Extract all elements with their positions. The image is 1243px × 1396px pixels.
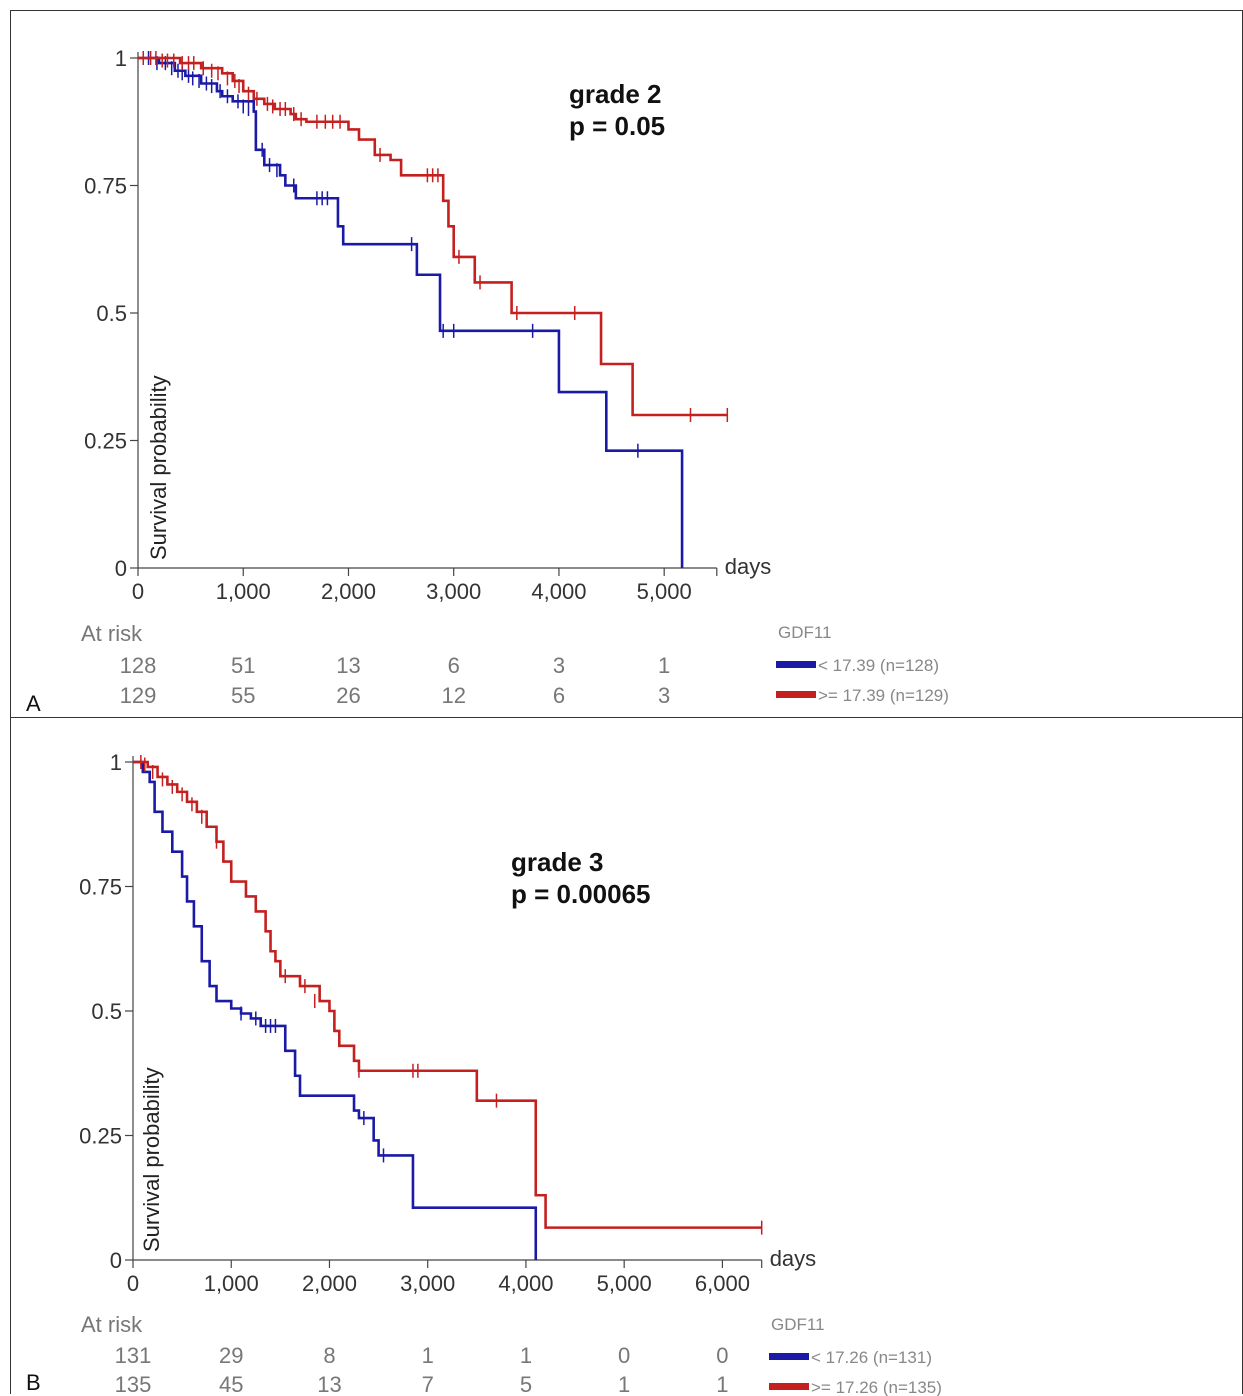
chart-b-at-risk-value: 1 <box>520 1343 532 1368</box>
chart-b-at-risk-value: 0 <box>716 1343 728 1368</box>
chart-a-x-tick-label: 2,000 <box>321 579 376 604</box>
chart-b-legend-label: >= 17.26 (n=135) <box>811 1378 942 1396</box>
chart-a-x-axis-label: days <box>725 554 771 579</box>
chart-a-at-risk-value: 13 <box>336 653 360 678</box>
chart-a-annotation-line: p = 0.05 <box>569 111 665 141</box>
chart-b-at-risk-value: 29 <box>219 1343 243 1368</box>
chart-b-y-tick-label: 0.25 <box>79 1124 122 1149</box>
chart-a-y-axis-label: Survival probability <box>146 375 171 560</box>
chart-b-at-risk-value: 45 <box>219 1372 243 1396</box>
chart-b-survival-curve <box>133 760 538 1260</box>
chart-a-y-tick-label: 1 <box>115 46 127 71</box>
chart-a-at-risk-value: 6 <box>448 653 460 678</box>
chart-b-legend-label: < 17.26 (n=131) <box>811 1348 932 1367</box>
chart-a-at-risk-value: 55 <box>231 683 255 708</box>
km-plot-grade-2: 0 0.25 0.5 0.75 1 0 1,000 2,000 3,000 4,000 5,000 d… <box>81 46 949 708</box>
chart-a-legend-item: < 17.39 (n=128) <box>776 656 939 675</box>
chart-a-at-risk-value: 12 <box>441 683 465 708</box>
chart-a-y-tick-label: 0.75 <box>84 174 127 199</box>
chart-a-legend-item: >= 17.39 (n=129) <box>776 686 949 705</box>
chart-b-at-risk-value: 0 <box>618 1343 630 1368</box>
chart-a-x-tick-label: 1,000 <box>216 579 271 604</box>
chart-a-at-risk-value: 129 <box>120 683 157 708</box>
chart-b-at-risk-value: 1 <box>618 1372 630 1396</box>
chart-b-legend-item: < 17.26 (n=131) <box>769 1348 932 1367</box>
chart-b-annotation-line: grade 3 <box>511 847 604 877</box>
chart-a-x-tick-label: 4,000 <box>531 579 586 604</box>
chart-b-at-risk-value: 8 <box>323 1343 335 1368</box>
chart-a-at-risk-value: 26 <box>336 683 360 708</box>
chart-b-y-axis-label: Survival probability <box>139 1067 164 1252</box>
chart-b-x-tick-label: 5,000 <box>597 1271 652 1296</box>
chart-b-at-risk-value: 5 <box>520 1372 532 1396</box>
chart-a-legend-title: GDF11 <box>778 623 832 642</box>
chart-b-y-tick-label: 0.5 <box>91 999 122 1024</box>
panel-label-a: A <box>26 691 41 716</box>
chart-b-legend-swatch <box>769 1383 809 1390</box>
chart-b-y-tick-label: 0 <box>110 1248 122 1273</box>
chart-b-x-tick-label: 0 <box>127 1271 139 1296</box>
chart-b-at-risk-value: 7 <box>422 1372 434 1396</box>
chart-a-at-risk-value: 3 <box>553 653 565 678</box>
chart-a-x-tick-label: 0 <box>132 579 144 604</box>
panel-a: 0 0.25 0.5 0.75 1 0 1,000 2,000 3,000 4,000 5,000 d… <box>10 10 1243 718</box>
chart-a-at-risk-value: 51 <box>231 653 255 678</box>
chart-a-series-low <box>138 51 684 568</box>
chart-a-x-tick-label: 3,000 <box>426 579 481 604</box>
panel-b: 0 0.25 0.5 0.75 1 0 1,000 2,000 3,000 4,000 5,000 6… <box>10 717 1243 1396</box>
chart-b-x-tick-label: 6,000 <box>695 1271 750 1296</box>
chart-a-y-tick-label: 0.5 <box>96 301 127 326</box>
panel-label-b: B <box>26 1370 41 1395</box>
chart-a-y-tick-label: 0.25 <box>84 429 127 454</box>
chart-b-y-tick-label: 0.75 <box>79 875 122 900</box>
chart-b-at-risk-value: 135 <box>115 1372 152 1396</box>
chart-a-series-high <box>138 51 729 422</box>
chart-a-at-risk-value: 3 <box>658 683 670 708</box>
chart-a-at-risk-title: At risk <box>81 621 143 646</box>
km-plot-grade-3: 0 0.25 0.5 0.75 1 0 1,000 2,000 3,000 4,000 5,000 6… <box>79 750 942 1396</box>
chart-b-y-tick-label: 1 <box>110 750 122 775</box>
chart-b-at-risk-title: At risk <box>81 1312 143 1337</box>
chart-a-at-risk-value: 128 <box>120 653 157 678</box>
chart-a-y-tick-label: 0 <box>115 556 127 581</box>
chart-b-x-tick-label: 2,000 <box>302 1271 357 1296</box>
chart-a-survival-curve <box>138 56 684 568</box>
chart-a-legend-swatch <box>776 661 816 668</box>
chart-a-annotation-line: grade 2 <box>569 79 662 109</box>
chart-a-legend-label: >= 17.39 (n=129) <box>818 686 949 705</box>
chart-a-legend-swatch <box>776 691 816 698</box>
chart-a-x-tick-label: 5,000 <box>637 579 692 604</box>
chart-a-at-risk-value: 6 <box>553 683 565 708</box>
chart-b-annotation-line: p = 0.00065 <box>511 879 651 909</box>
chart-a-legend-label: < 17.39 (n=128) <box>818 656 939 675</box>
chart-b-legend-item: >= 17.26 (n=135) <box>769 1378 942 1396</box>
chart-b-series-low <box>133 760 538 1260</box>
chart-b-survival-curve <box>133 760 762 1229</box>
chart-b-x-tick-label: 3,000 <box>400 1271 455 1296</box>
chart-b-at-risk-value: 1 <box>422 1343 434 1368</box>
chart-b-legend-title: GDF11 <box>771 1315 825 1334</box>
chart-a-at-risk-value: 1 <box>658 653 670 678</box>
chart-b-x-axis-label: days <box>770 1246 816 1271</box>
chart-b-legend-swatch <box>769 1353 809 1360</box>
chart-b-at-risk-value: 131 <box>115 1343 152 1368</box>
chart-a-survival-curve <box>138 56 728 417</box>
chart-b-x-tick-label: 1,000 <box>204 1271 259 1296</box>
chart-b-at-risk-value: 1 <box>716 1372 728 1396</box>
chart-b-x-tick-label: 4,000 <box>498 1271 553 1296</box>
chart-b-series-high <box>133 755 763 1235</box>
chart-b-at-risk-value: 13 <box>317 1372 341 1396</box>
